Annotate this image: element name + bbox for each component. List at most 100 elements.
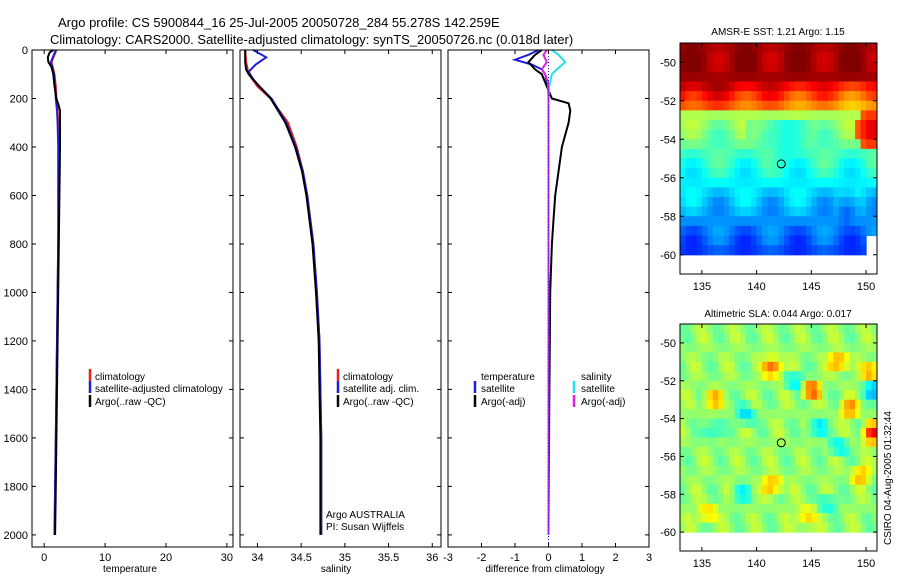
map-cell — [718, 371, 725, 382]
map-cell — [794, 465, 801, 476]
map-cell — [871, 148, 877, 160]
map-cell — [833, 120, 840, 131]
map-cell — [773, 494, 780, 505]
map-cell — [751, 324, 758, 335]
map-cell — [789, 81, 796, 92]
map-cell — [696, 216, 703, 227]
map-cell — [816, 62, 823, 73]
map-cell — [833, 197, 840, 208]
y-tick-label: 0 — [22, 45, 28, 57]
map-cell — [822, 465, 829, 476]
map-cell — [680, 71, 687, 83]
map-cell — [685, 71, 692, 83]
map-cell — [866, 380, 873, 391]
map-cell — [767, 380, 774, 391]
map-cell — [734, 342, 741, 353]
map-cell — [833, 380, 840, 391]
map-cell — [866, 428, 873, 439]
map-cell — [778, 120, 785, 131]
map-cell — [816, 177, 823, 188]
map-cell — [866, 225, 873, 237]
map-cell — [745, 245, 752, 256]
map-cell — [712, 129, 719, 140]
map-cell — [685, 494, 692, 505]
map-cell — [816, 399, 823, 410]
map-cell — [723, 216, 730, 227]
map-cell — [685, 139, 692, 150]
map-cell — [756, 158, 763, 169]
map-cell — [822, 437, 829, 448]
map-cell — [718, 197, 725, 208]
map-cell — [778, 371, 785, 382]
map-cell — [773, 513, 780, 524]
map-cell — [827, 475, 834, 486]
map-cell — [729, 361, 736, 372]
map-cell — [805, 91, 812, 102]
map-cell — [827, 522, 834, 533]
map-cell — [833, 110, 840, 121]
map-cell — [773, 139, 780, 150]
map-cell — [860, 380, 867, 391]
map-cell — [789, 168, 796, 179]
map-cell — [712, 187, 719, 198]
map-cell — [800, 148, 807, 160]
map-cell — [751, 110, 758, 121]
map-cell — [871, 81, 877, 92]
map-cell — [712, 513, 719, 524]
map-cell — [838, 52, 845, 63]
map-cell — [767, 52, 774, 63]
map-cell — [778, 43, 785, 54]
map-cell — [871, 352, 877, 363]
map-cell — [767, 494, 774, 505]
map-cell — [745, 177, 752, 188]
map-cell — [855, 52, 862, 63]
map-cell — [690, 187, 698, 198]
map-cell — [767, 225, 774, 237]
map-cell — [794, 390, 801, 401]
map-cell — [844, 428, 851, 439]
map-cell — [838, 324, 845, 335]
map-cell — [751, 333, 758, 344]
map-cell — [866, 352, 873, 363]
map-cell — [866, 484, 873, 495]
map-cell — [800, 352, 807, 363]
map-cell — [723, 324, 730, 335]
map-cell — [811, 216, 818, 227]
map-cell — [773, 168, 780, 179]
map-cell — [794, 52, 801, 63]
map-cell — [751, 399, 758, 410]
map-cell — [860, 245, 867, 256]
map-cell — [811, 409, 818, 420]
map-cell — [816, 43, 823, 54]
map-cell — [718, 418, 725, 429]
map-cell — [767, 418, 774, 429]
map-cell — [789, 503, 796, 514]
map-cell — [729, 225, 736, 237]
map-cell — [866, 418, 873, 429]
map-cell — [783, 197, 791, 208]
map-cell — [767, 168, 774, 179]
map-cell — [762, 52, 769, 63]
map-cell — [773, 361, 780, 372]
map-cell — [773, 390, 780, 401]
map-cell — [740, 158, 747, 169]
map-cell — [734, 522, 741, 533]
map-cell — [701, 148, 708, 160]
map-cell — [773, 465, 780, 476]
x-tick-label: 34.5 — [290, 552, 311, 564]
map-cell — [723, 225, 730, 237]
map-cell — [811, 361, 818, 372]
map-cell — [844, 43, 851, 54]
y-tick-label: -50 — [660, 57, 676, 69]
map-cell — [751, 177, 758, 188]
map-cell — [723, 148, 730, 160]
map-cell — [696, 399, 703, 410]
map-cell — [844, 418, 851, 429]
map-cell — [756, 484, 763, 495]
map-cell — [816, 52, 823, 63]
map-cell — [838, 409, 845, 420]
map-cell — [783, 475, 791, 486]
map-cell — [701, 71, 708, 83]
map-cell — [680, 139, 687, 150]
legend-label-temp-argo: Argo(-adj) — [481, 397, 525, 408]
